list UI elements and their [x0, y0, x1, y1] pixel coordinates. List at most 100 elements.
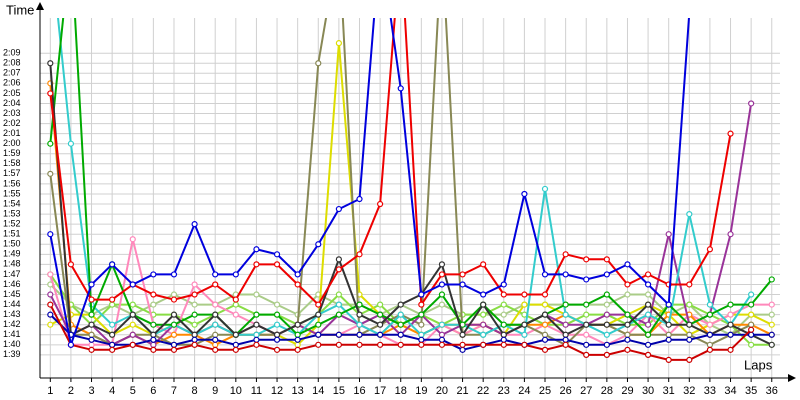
point [232, 341, 239, 348]
point [47, 311, 54, 318]
point [170, 341, 178, 348]
point [150, 336, 157, 343]
point [67, 140, 75, 147]
point [727, 321, 734, 328]
y-tick-label: 1:55 [3, 188, 21, 198]
point [191, 341, 198, 348]
point [644, 321, 652, 328]
point [665, 331, 672, 338]
point [727, 130, 734, 137]
point [706, 341, 714, 348]
point [603, 301, 610, 308]
point [129, 301, 136, 308]
point [727, 231, 734, 238]
point [727, 301, 734, 308]
point [644, 291, 652, 298]
point [624, 346, 631, 353]
point [541, 185, 549, 193]
point [583, 351, 590, 358]
point [109, 341, 116, 348]
point [88, 336, 95, 343]
point [665, 231, 672, 238]
point [541, 346, 549, 353]
point [273, 301, 281, 308]
point [170, 346, 178, 353]
point [438, 341, 446, 348]
point [335, 266, 342, 273]
x-tick-label: 32 [683, 385, 695, 397]
point [706, 301, 714, 308]
point [644, 301, 652, 308]
point [253, 321, 260, 328]
point [562, 336, 569, 343]
point [562, 331, 569, 338]
point [129, 321, 136, 328]
point [500, 281, 507, 288]
point [232, 296, 239, 303]
point [377, 311, 384, 318]
point [459, 346, 466, 353]
point [88, 341, 95, 348]
x-tick-label: 10 [230, 385, 242, 397]
y-tick-label: 2:01 [3, 128, 21, 138]
x-tick-label: 23 [498, 385, 510, 397]
point [191, 321, 198, 328]
point [665, 301, 672, 308]
point [129, 341, 136, 348]
point [603, 291, 610, 298]
y-tick-label: 1:46 [3, 279, 21, 289]
point [397, 301, 404, 308]
point [686, 356, 693, 363]
point [232, 346, 239, 353]
point [129, 236, 136, 243]
point [356, 195, 363, 203]
y-tick-label: 1:56 [3, 178, 21, 188]
point [88, 346, 95, 353]
point [562, 271, 569, 278]
series-line [49, 63, 773, 346]
point [603, 351, 610, 358]
point [397, 85, 404, 92]
point [686, 331, 693, 338]
point [356, 311, 363, 318]
point [521, 291, 528, 298]
point [47, 301, 54, 308]
point [768, 331, 775, 338]
x-axis-title: Laps [744, 357, 773, 372]
point [150, 301, 157, 308]
point [150, 271, 157, 278]
point [88, 296, 95, 303]
point [356, 301, 363, 308]
point [706, 246, 714, 253]
x-tick-label: 24 [518, 385, 530, 397]
point [191, 221, 198, 228]
point [706, 346, 714, 353]
point [109, 261, 116, 268]
point [212, 271, 219, 278]
x-tick-label: 4 [109, 385, 115, 397]
point [418, 331, 425, 338]
point [624, 261, 631, 268]
point [212, 311, 219, 318]
point [418, 291, 425, 298]
point [335, 205, 342, 213]
point [562, 341, 569, 348]
point [356, 251, 363, 258]
point [438, 301, 446, 308]
point [521, 331, 528, 338]
point [541, 336, 549, 343]
point [150, 291, 157, 298]
point [541, 321, 549, 328]
point [315, 301, 322, 308]
point [212, 321, 219, 328]
point [480, 311, 487, 318]
point [603, 341, 610, 348]
point [232, 271, 239, 278]
point [273, 346, 281, 353]
point [109, 346, 116, 353]
x-tick-label: 2 [68, 385, 74, 397]
point [686, 210, 693, 218]
point [212, 341, 219, 348]
point [583, 341, 590, 348]
point [521, 321, 528, 328]
